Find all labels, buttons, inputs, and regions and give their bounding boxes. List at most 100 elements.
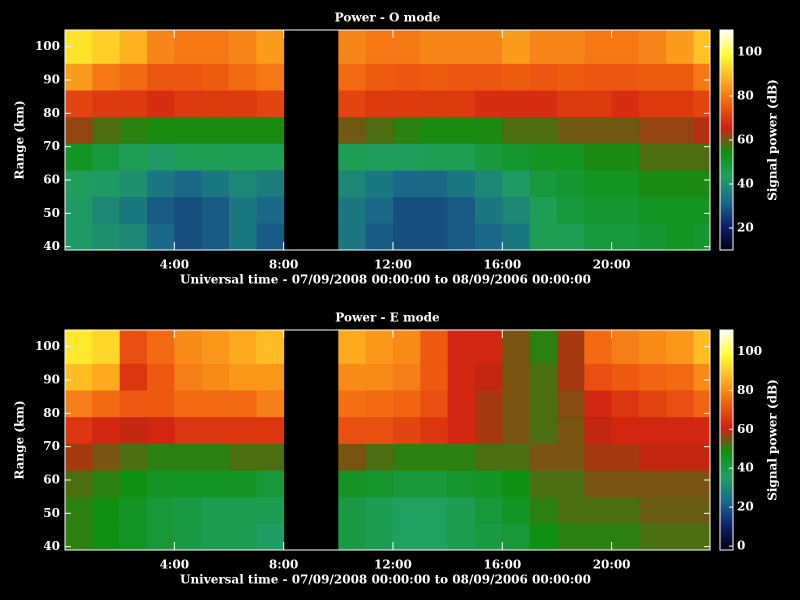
heat-cell [611,523,640,551]
heat-cell [420,170,449,198]
heat-cell [447,63,476,91]
heat-cell [256,363,285,391]
heat-cell [502,63,531,91]
heat-cell [365,90,394,118]
heat-cell [611,116,640,144]
heat-cell [529,443,558,471]
heat-cell [666,170,695,198]
heat-cell [338,443,367,471]
y-tick-label: 100 [35,339,60,353]
heat-cell [365,223,394,251]
heat-cell [693,363,711,391]
heat-cell [420,63,449,91]
heat-cell [447,196,476,224]
heat-cell [92,416,121,444]
heat-cell [529,143,558,171]
heat-cell [119,90,148,118]
x-tick-label: 16:00 [483,558,521,572]
heat-cell [638,443,667,471]
heat-cell [228,170,257,198]
heat-cell [529,63,558,91]
heat-cell [392,390,421,418]
colorbar-tick-label: 40 [737,461,754,475]
heat-cell [92,30,121,64]
heat-cell [666,223,695,251]
heat-cell [420,470,449,498]
heat-cell [502,30,531,64]
heat-cell [529,416,558,444]
heat-cell [693,416,711,444]
heat-cell [65,390,93,418]
heat-cell [611,443,640,471]
heat-cell [529,523,558,551]
heat-cell [338,416,367,444]
heat-cell [174,170,203,198]
heat-cell [338,116,367,144]
heat-cell [174,496,203,524]
heat-cell [174,196,203,224]
heat-cell [447,416,476,444]
heat-cell [638,143,667,171]
heat-cell [638,63,667,91]
heat-cell [65,523,93,551]
heat-cell [256,143,285,171]
heat-cell [666,196,695,224]
heat-cell [392,363,421,391]
x-axis-label: Universal time - 07/09/2008 00:00:00 to … [180,273,591,287]
heat-cell [611,390,640,418]
heat-cell [201,416,230,444]
heat-cell [447,470,476,498]
heat-cell [146,330,175,364]
heat-cell [174,63,203,91]
heat-cell [256,116,285,144]
heat-cell [693,523,711,551]
heat-cell [119,223,148,251]
heat-cell [420,30,449,64]
y-tick-label: 40 [43,539,60,553]
heat-cell [92,170,121,198]
heat-cell [256,63,285,91]
heat-cell [693,223,711,251]
heat-cell [365,390,394,418]
heat-cell [529,330,558,364]
panel-title: Power - E mode [335,311,440,325]
heat-cell [420,496,449,524]
heat-cell [228,90,257,118]
heat-cell [365,143,394,171]
heat-cell [474,523,503,551]
heat-cell [502,170,531,198]
heat-cell [256,496,285,524]
heat-cell [556,363,585,391]
heat-cell [556,223,585,251]
colorbar-tick-label: 60 [737,133,754,147]
y-tick-label: 80 [43,406,60,420]
heat-cell [65,143,93,171]
heat-cell [201,90,230,118]
heat-cell [146,443,175,471]
heat-cell [447,523,476,551]
heat-cell [174,443,203,471]
heat-cell [228,470,257,498]
heat-cell [693,116,711,144]
heat-cell [201,170,230,198]
heat-cell [365,363,394,391]
heat-cell [529,390,558,418]
colorbar-label: Signal power (dB) [766,379,780,501]
heat-cell [146,116,175,144]
heat-cell [256,416,285,444]
heat-cell [146,196,175,224]
heat-cell [529,170,558,198]
heat-cell [611,330,640,364]
heat-cell [474,416,503,444]
y-tick-label: 60 [43,473,60,487]
heat-cell [338,330,367,364]
heat-cell [638,363,667,391]
heat-cell [228,143,257,171]
heat-cell [584,170,613,198]
heat-cell [146,30,175,64]
colorbar-tick-label: 20 [737,221,754,235]
heat-cell [502,496,531,524]
heat-cell [638,330,667,364]
heat-cell [228,30,257,64]
x-axis-label: Universal time - 07/09/2008 00:00:00 to … [180,573,591,587]
